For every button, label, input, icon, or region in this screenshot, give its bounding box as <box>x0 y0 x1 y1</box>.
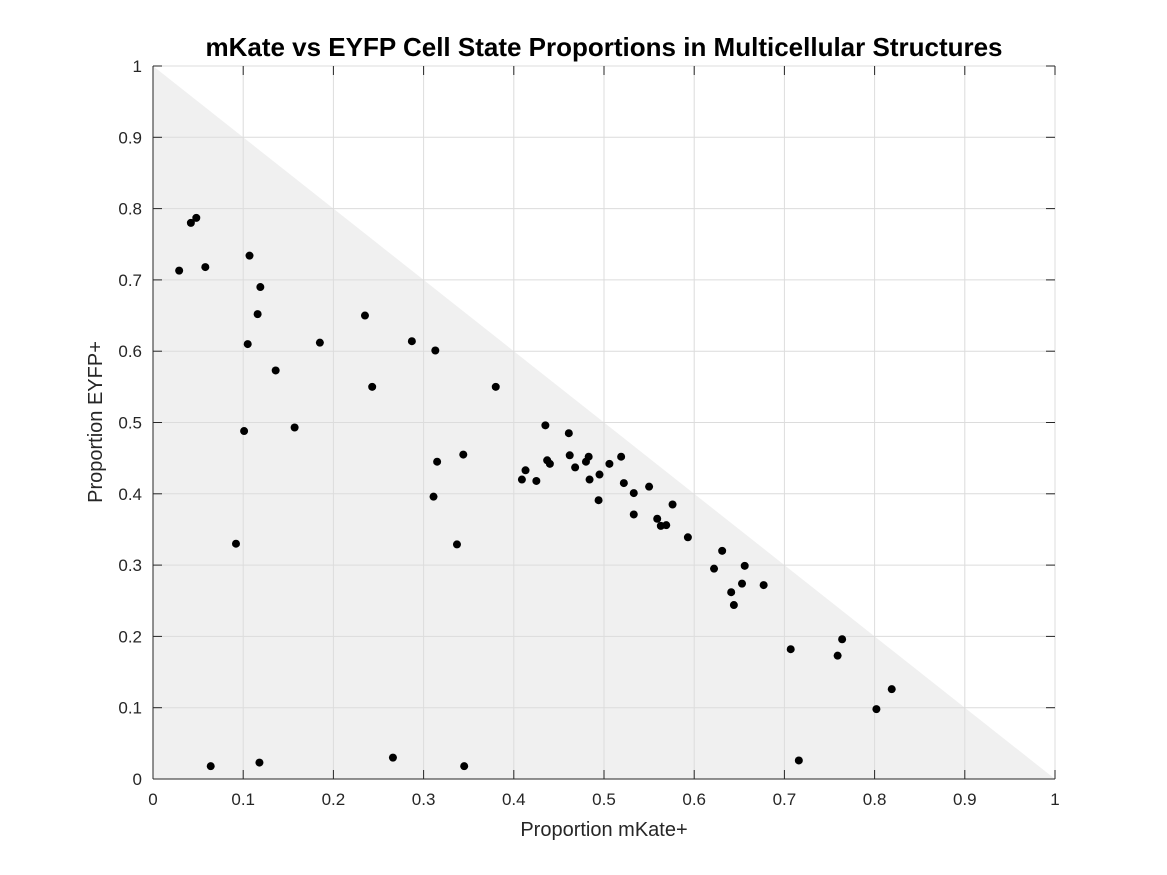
data-point <box>605 459 614 468</box>
y-axis-label: Proportion EYFP+ <box>85 341 107 503</box>
x-tick-label: 0.8 <box>863 790 887 809</box>
data-point <box>872 705 881 714</box>
data-point <box>571 463 580 472</box>
data-point <box>245 251 254 260</box>
data-point <box>727 588 736 597</box>
data-point <box>617 452 626 461</box>
data-point <box>243 340 252 349</box>
data-point <box>786 645 795 654</box>
y-tick-label: 1 <box>133 57 142 76</box>
data-point <box>256 283 265 292</box>
data-point <box>433 457 442 466</box>
data-point <box>431 346 440 355</box>
y-tick-label: 0.8 <box>118 200 142 219</box>
data-point <box>253 310 262 319</box>
data-point <box>231 539 240 548</box>
data-point <box>201 263 210 272</box>
data-point <box>794 756 803 765</box>
data-point <box>491 382 500 391</box>
chart-title: mKate vs EYFP Cell State Proportions in … <box>205 32 1002 62</box>
data-point <box>407 337 416 346</box>
data-point <box>887 685 896 694</box>
data-point <box>594 496 603 505</box>
data-point <box>545 459 554 468</box>
data-point <box>240 427 249 436</box>
data-point <box>683 533 692 542</box>
data-point <box>759 581 768 590</box>
y-tick-label: 0 <box>133 770 142 789</box>
data-point <box>459 450 468 459</box>
data-point <box>710 564 719 573</box>
x-tick-label: 0.4 <box>502 790 526 809</box>
data-point <box>645 482 654 491</box>
data-point <box>833 651 842 660</box>
data-point <box>460 762 469 771</box>
data-point <box>838 635 847 644</box>
data-point <box>175 266 184 275</box>
data-point <box>619 479 628 488</box>
data-point <box>718 546 727 555</box>
data-point <box>668 500 677 509</box>
x-tick-label: 0.7 <box>773 790 797 809</box>
y-tick-label: 0.1 <box>118 699 142 718</box>
data-point <box>388 753 397 762</box>
data-point <box>452 540 461 549</box>
data-point <box>595 470 604 479</box>
data-point <box>206 762 215 771</box>
x-tick-label: 0.2 <box>322 790 346 809</box>
data-point <box>271 366 280 375</box>
data-point <box>517 475 526 484</box>
data-point <box>738 579 747 588</box>
data-point <box>585 475 594 484</box>
data-point <box>290 423 299 432</box>
y-tick-label: 0.9 <box>118 128 142 147</box>
x-tick-label: 0.5 <box>592 790 616 809</box>
x-tick-label: 0.9 <box>953 790 977 809</box>
x-tick-label: 0.6 <box>682 790 706 809</box>
data-point <box>564 429 573 438</box>
x-axis-label: Proportion mKate+ <box>520 819 687 841</box>
data-point <box>629 510 638 519</box>
data-point <box>429 492 438 501</box>
y-tick-label: 0.2 <box>118 627 142 646</box>
data-point <box>368 382 377 391</box>
data-point <box>255 758 264 767</box>
data-point <box>532 476 541 485</box>
data-point <box>629 489 638 498</box>
x-tick-label: 1 <box>1050 790 1059 809</box>
plot-area: 0 0.1 0.2 0.3 0.4 0.5 0.6 0.7 0.8 0.9 1 0 0.1 0.2 0.3 0… <box>118 57 1059 809</box>
data-point <box>192 213 201 222</box>
x-tick-label: 0 <box>148 790 157 809</box>
data-point <box>541 421 550 430</box>
data-point <box>729 601 738 610</box>
y-tick-label: 0.5 <box>118 414 142 433</box>
data-point <box>315 338 324 347</box>
y-tick-label: 0.3 <box>118 556 142 575</box>
data-point <box>360 311 369 320</box>
data-point <box>740 561 749 570</box>
x-tick-label: 0.3 <box>412 790 436 809</box>
x-tick-label: 0.1 <box>231 790 255 809</box>
data-point <box>662 521 671 530</box>
data-point <box>653 514 662 523</box>
data-point <box>521 466 530 475</box>
data-point <box>565 451 574 460</box>
y-tick-label: 0.6 <box>118 342 142 361</box>
y-tick-label: 0.4 <box>118 485 142 504</box>
data-point <box>584 452 593 461</box>
y-tick-label: 0.7 <box>118 271 142 290</box>
data-point <box>186 218 195 227</box>
